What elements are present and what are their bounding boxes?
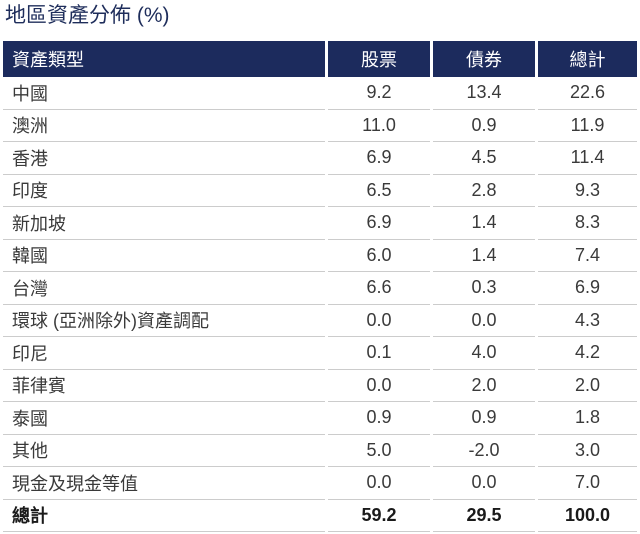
total-cell: 1.8 <box>538 402 637 435</box>
bond-cell: 0.3 <box>433 272 535 305</box>
table-row: 香港 6.9 4.5 11.4 <box>3 142 637 175</box>
row-label: 韓國 <box>3 240 325 272</box>
equity-cell: 6.9 <box>328 207 430 240</box>
table-row: 印尼 0.1 4.0 4.2 <box>3 337 637 370</box>
total-cell: 8.3 <box>538 207 637 240</box>
table-row: 其他 5.0 -2.0 3.0 <box>3 435 637 467</box>
table-row: 韓國 6.0 1.4 7.4 <box>3 240 637 272</box>
equity-cell: 0.0 <box>328 467 430 500</box>
equity-cell: 5.0 <box>328 435 430 467</box>
row-label: 台灣 <box>3 272 325 305</box>
header-equity: 股票 <box>328 41 430 77</box>
row-label: 香港 <box>3 142 325 175</box>
table-row: 台灣 6.6 0.3 6.9 <box>3 272 637 305</box>
total-cell: 7.0 <box>538 467 637 500</box>
header-bond: 債券 <box>433 41 535 77</box>
allocation-table: 資產類型 股票 債券 總計 中國 9.2 13.4 22.6 澳洲 11.0 0… <box>0 41 640 532</box>
table-row: 泰國 0.9 0.9 1.8 <box>3 402 637 435</box>
equity-cell: 0.1 <box>328 337 430 370</box>
table-row: 中國 9.2 13.4 22.6 <box>3 77 637 110</box>
equity-cell: 0.9 <box>328 402 430 435</box>
bond-cell: 4.0 <box>433 337 535 370</box>
grand-total-cell: 100.0 <box>538 500 637 532</box>
equity-cell: 6.5 <box>328 175 430 207</box>
equity-cell: 0.0 <box>328 305 430 337</box>
row-label: 其他 <box>3 435 325 467</box>
total-cell: 4.2 <box>538 337 637 370</box>
equity-cell: 6.9 <box>328 142 430 175</box>
row-label: 中國 <box>3 77 325 110</box>
bond-cell: 2.8 <box>433 175 535 207</box>
bond-cell: 0.9 <box>433 402 535 435</box>
bond-cell: 1.4 <box>433 207 535 240</box>
bond-cell: 2.0 <box>433 370 535 402</box>
row-label: 印尼 <box>3 337 325 370</box>
bond-cell: 1.4 <box>433 240 535 272</box>
table-row: 澳洲 11.0 0.9 11.9 <box>3 110 637 142</box>
total-label: 總計 <box>3 500 325 532</box>
bond-cell: 0.9 <box>433 110 535 142</box>
page-title: 地區資產分佈 (%) <box>5 4 170 27</box>
table-row: 新加坡 6.9 1.4 8.3 <box>3 207 637 240</box>
total-cell: 7.4 <box>538 240 637 272</box>
header-total: 總計 <box>538 41 637 77</box>
header-row: 資產類型 股票 債券 總計 <box>3 41 637 77</box>
equity-cell: 6.6 <box>328 272 430 305</box>
equity-cell: 0.0 <box>328 370 430 402</box>
equity-cell: 6.0 <box>328 240 430 272</box>
total-cell: 2.0 <box>538 370 637 402</box>
table-row: 環球 (亞洲除外)資產調配 0.0 0.0 4.3 <box>3 305 637 337</box>
total-cell: 6.9 <box>538 272 637 305</box>
equity-cell: 9.2 <box>328 77 430 110</box>
row-label: 環球 (亞洲除外)資產調配 <box>3 305 325 337</box>
header-asset-type: 資產類型 <box>3 41 325 77</box>
total-equity-cell: 59.2 <box>328 500 430 532</box>
table-row: 現金及現金等值 0.0 0.0 7.0 <box>3 467 637 500</box>
total-cell: 11.4 <box>538 142 637 175</box>
total-cell: 4.3 <box>538 305 637 337</box>
bond-cell: -2.0 <box>433 435 535 467</box>
table-row: 印度 6.5 2.8 9.3 <box>3 175 637 207</box>
total-cell: 3.0 <box>538 435 637 467</box>
total-cell: 22.6 <box>538 77 637 110</box>
total-cell: 9.3 <box>538 175 637 207</box>
table-row: 菲律賓 0.0 2.0 2.0 <box>3 370 637 402</box>
total-row: 總計 59.2 29.5 100.0 <box>3 500 637 532</box>
bond-cell: 13.4 <box>433 77 535 110</box>
bond-cell: 0.0 <box>433 305 535 337</box>
row-label: 泰國 <box>3 402 325 435</box>
row-label: 印度 <box>3 175 325 207</box>
row-label: 菲律賓 <box>3 370 325 402</box>
row-label: 新加坡 <box>3 207 325 240</box>
bond-cell: 0.0 <box>433 467 535 500</box>
row-label: 現金及現金等值 <box>3 467 325 500</box>
total-bond-cell: 29.5 <box>433 500 535 532</box>
total-cell: 11.9 <box>538 110 637 142</box>
row-label: 澳洲 <box>3 110 325 142</box>
bond-cell: 4.5 <box>433 142 535 175</box>
equity-cell: 11.0 <box>328 110 430 142</box>
